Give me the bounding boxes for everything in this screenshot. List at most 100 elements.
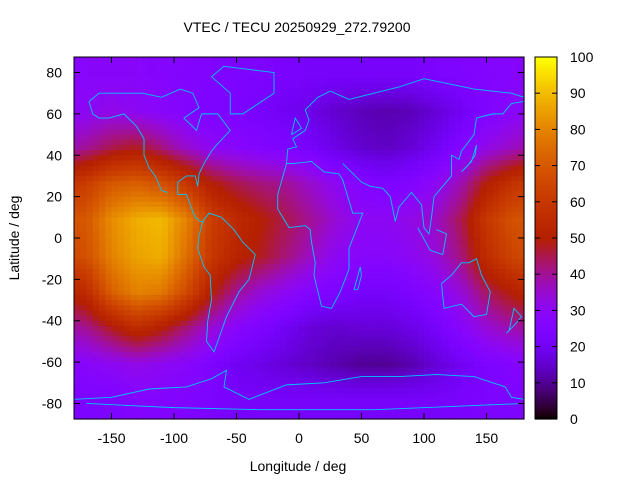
heatmap-cell	[392, 124, 400, 130]
heatmap-cell	[517, 263, 525, 270]
heatmap-cell	[155, 67, 163, 74]
heatmap-cell	[480, 294, 488, 301]
heatmap-cell	[392, 108, 400, 115]
heatmap-cell	[424, 150, 431, 156]
heatmap-cell	[211, 393, 219, 399]
heatmap-cell	[111, 258, 119, 265]
heatmap-cell	[92, 294, 100, 301]
heatmap-cell	[467, 387, 475, 394]
heatmap-cell	[149, 150, 156, 156]
heatmap-cell	[436, 206, 444, 213]
heatmap-cell	[424, 170, 431, 177]
heatmap-cell	[511, 119, 519, 125]
heatmap-cell	[80, 279, 88, 286]
heatmap-cell	[374, 77, 381, 84]
heatmap-cell	[317, 294, 325, 301]
heatmap-cell	[355, 72, 363, 79]
heatmap-cell	[436, 284, 444, 291]
heatmap-cell	[330, 403, 338, 410]
heatmap-cell	[505, 62, 513, 68]
heatmap-cell	[349, 372, 356, 379]
heatmap-cell	[130, 88, 138, 94]
heatmap-cell	[374, 372, 381, 379]
heatmap-cell	[330, 263, 338, 270]
heatmap-cell	[230, 393, 238, 399]
heatmap-cell	[149, 186, 156, 193]
heatmap-cell	[455, 196, 463, 203]
heatmap-cell	[361, 258, 369, 265]
heatmap-cell	[130, 165, 138, 172]
heatmap-cell	[267, 222, 275, 229]
heatmap-cell	[167, 362, 175, 368]
heatmap-cell	[317, 77, 325, 84]
heatmap-cell	[186, 212, 194, 218]
heatmap-cell	[349, 258, 356, 265]
heatmap-cell	[174, 248, 181, 255]
heatmap-cell	[405, 393, 413, 399]
heatmap-cell	[505, 108, 513, 115]
heatmap-cell	[261, 243, 269, 249]
heatmap-cell	[149, 289, 156, 296]
heatmap-cell	[355, 263, 363, 270]
heatmap-cell	[317, 336, 325, 343]
heatmap-cell	[130, 113, 138, 120]
heatmap-cell	[317, 113, 325, 120]
heatmap-cell	[186, 377, 194, 384]
heatmap-cell	[161, 175, 169, 182]
heatmap-cell	[492, 315, 500, 322]
heatmap-cell	[349, 398, 356, 405]
heatmap-cell	[130, 320, 138, 327]
heatmap-cell	[424, 62, 431, 68]
heatmap-cell	[192, 82, 200, 89]
heatmap-cell	[186, 372, 194, 379]
heatmap-cell	[280, 150, 288, 156]
heatmap-cell	[299, 243, 306, 249]
heatmap-cell	[274, 165, 281, 172]
heatmap-cell	[442, 263, 450, 270]
heatmap-cell	[330, 170, 338, 177]
heatmap-cell	[367, 119, 375, 125]
heatmap-cell	[386, 279, 394, 286]
heatmap-cell	[442, 201, 450, 208]
heatmap-cell	[161, 393, 169, 399]
heatmap-cell	[230, 160, 238, 167]
heatmap-cell	[186, 387, 194, 394]
heatmap-cell	[486, 113, 494, 120]
heatmap-cell	[267, 310, 275, 317]
heatmap-cell	[267, 72, 275, 79]
heatmap-cell	[99, 67, 106, 74]
heatmap-cell	[242, 336, 250, 343]
heatmap-cell	[417, 289, 425, 296]
heatmap-cell	[99, 103, 106, 110]
heatmap-cell	[224, 150, 231, 156]
heatmap-cell	[405, 129, 413, 136]
heatmap-cell	[80, 72, 88, 79]
heatmap-cell	[442, 315, 450, 322]
heatmap-cell	[430, 62, 438, 68]
heatmap-cell	[486, 336, 494, 343]
heatmap-cell	[367, 243, 375, 249]
heatmap-cell	[511, 77, 519, 84]
heatmap-cell	[467, 160, 475, 167]
heatmap-cell	[74, 253, 81, 260]
heatmap-cell	[442, 155, 450, 162]
heatmap-cell	[311, 274, 319, 280]
heatmap-cell	[280, 367, 288, 374]
heatmap-cell	[124, 217, 131, 224]
heatmap-cell	[124, 67, 131, 74]
heatmap-cell	[105, 175, 113, 182]
heatmap-cell	[180, 124, 188, 130]
heatmap-cell	[255, 62, 263, 68]
heatmap-cell	[205, 248, 213, 255]
heatmap-cell	[205, 403, 213, 410]
heatmap-cell	[117, 315, 125, 322]
heatmap-cell	[99, 57, 106, 63]
heatmap-cell	[199, 57, 206, 63]
heatmap-cell	[411, 305, 419, 311]
heatmap-cell	[424, 227, 431, 234]
heatmap-cell	[430, 160, 438, 167]
heatmap-cell	[405, 408, 413, 415]
heatmap-cell	[436, 165, 444, 172]
heatmap-cell	[355, 294, 363, 301]
heatmap-cell	[442, 196, 450, 203]
